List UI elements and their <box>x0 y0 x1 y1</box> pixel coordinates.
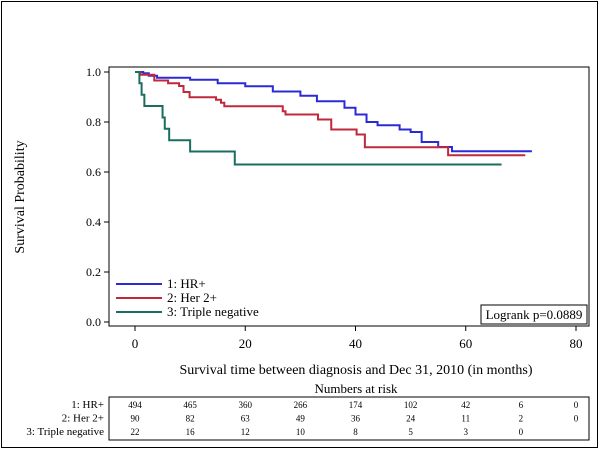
risk-row-label: 3: Triple negative <box>26 426 104 438</box>
risk-value: 16 <box>186 427 196 437</box>
legend-label: 1: HR+ <box>167 276 206 291</box>
risk-table: 1: HR+ 494 465 360 266 174 102 42 6 02: Her 2+ 90 8… <box>26 399 578 438</box>
legend: 1: HR+2: Her 2+3: Triple negative <box>116 276 259 319</box>
risk-value: 6 <box>519 400 524 410</box>
risk-value: 0 <box>574 414 579 424</box>
x-axis-label: Survival time between diagnosis and Dec … <box>179 363 532 378</box>
risk-row-label: 2: Her 2+ <box>62 413 104 425</box>
y-axis: 0.0 0.2 0.4 0.6 0.8 1.0 <box>86 65 109 329</box>
y-tick-label: 0.0 <box>86 315 101 329</box>
risk-value: 49 <box>296 414 306 424</box>
logrank-text: Logrank p=0.0889 <box>486 307 583 322</box>
x-axis: 0 20 40 60 80 <box>132 326 583 351</box>
y-tick-label: 0.4 <box>86 215 101 229</box>
survival-curve <box>135 71 526 157</box>
risk-value: 494 <box>128 400 142 410</box>
risk-table-title: Numbers at risk <box>314 381 398 396</box>
y-axis-label: Survival Probability <box>13 140 28 253</box>
risk-value: 465 <box>183 400 197 410</box>
risk-value: 266 <box>294 400 308 410</box>
risk-value: 10 <box>296 427 306 437</box>
risk-value: 2 <box>519 414 524 424</box>
risk-value: 90 <box>131 414 141 424</box>
x-tick-label: 40 <box>349 336 362 351</box>
y-tick-label: 0.2 <box>86 265 101 279</box>
risk-table-box <box>108 396 590 441</box>
risk-value: 12 <box>241 427 250 437</box>
legend-label: 3: Triple negative <box>167 304 259 319</box>
x-tick-label: 60 <box>459 336 472 351</box>
x-tick-label: 0 <box>132 336 139 351</box>
risk-value: 360 <box>239 400 253 410</box>
risk-value: 5 <box>408 427 413 437</box>
risk-value: 0 <box>519 427 524 437</box>
y-tick-label: 1.0 <box>86 65 101 79</box>
x-tick-label: 20 <box>239 336 252 351</box>
risk-value: 22 <box>131 427 140 437</box>
risk-row-label: 1: HR+ <box>71 399 104 411</box>
y-tick-label: 0.6 <box>86 165 101 179</box>
risk-value: 0 <box>574 400 579 410</box>
risk-value: 42 <box>461 400 470 410</box>
risk-value: 174 <box>349 400 363 410</box>
risk-value: 102 <box>404 400 418 410</box>
logrank-box <box>480 304 588 325</box>
risk-value: 8 <box>353 427 358 437</box>
risk-value: 24 <box>406 414 416 424</box>
risk-value: 82 <box>186 414 195 424</box>
y-tick-label: 0.8 <box>86 115 101 129</box>
x-tick-label: 80 <box>570 336 583 351</box>
survival-curve <box>135 71 532 153</box>
plot-area <box>108 66 590 327</box>
risk-value: 11 <box>461 414 470 424</box>
survival-curve <box>135 71 502 166</box>
legend-label: 2: Her 2+ <box>167 290 217 305</box>
survival-curves <box>135 71 532 166</box>
risk-value: 63 <box>241 414 251 424</box>
risk-value: 3 <box>464 427 469 437</box>
logrank-annotation: Logrank p=0.0889 <box>480 304 588 325</box>
risk-value: 36 <box>351 414 361 424</box>
